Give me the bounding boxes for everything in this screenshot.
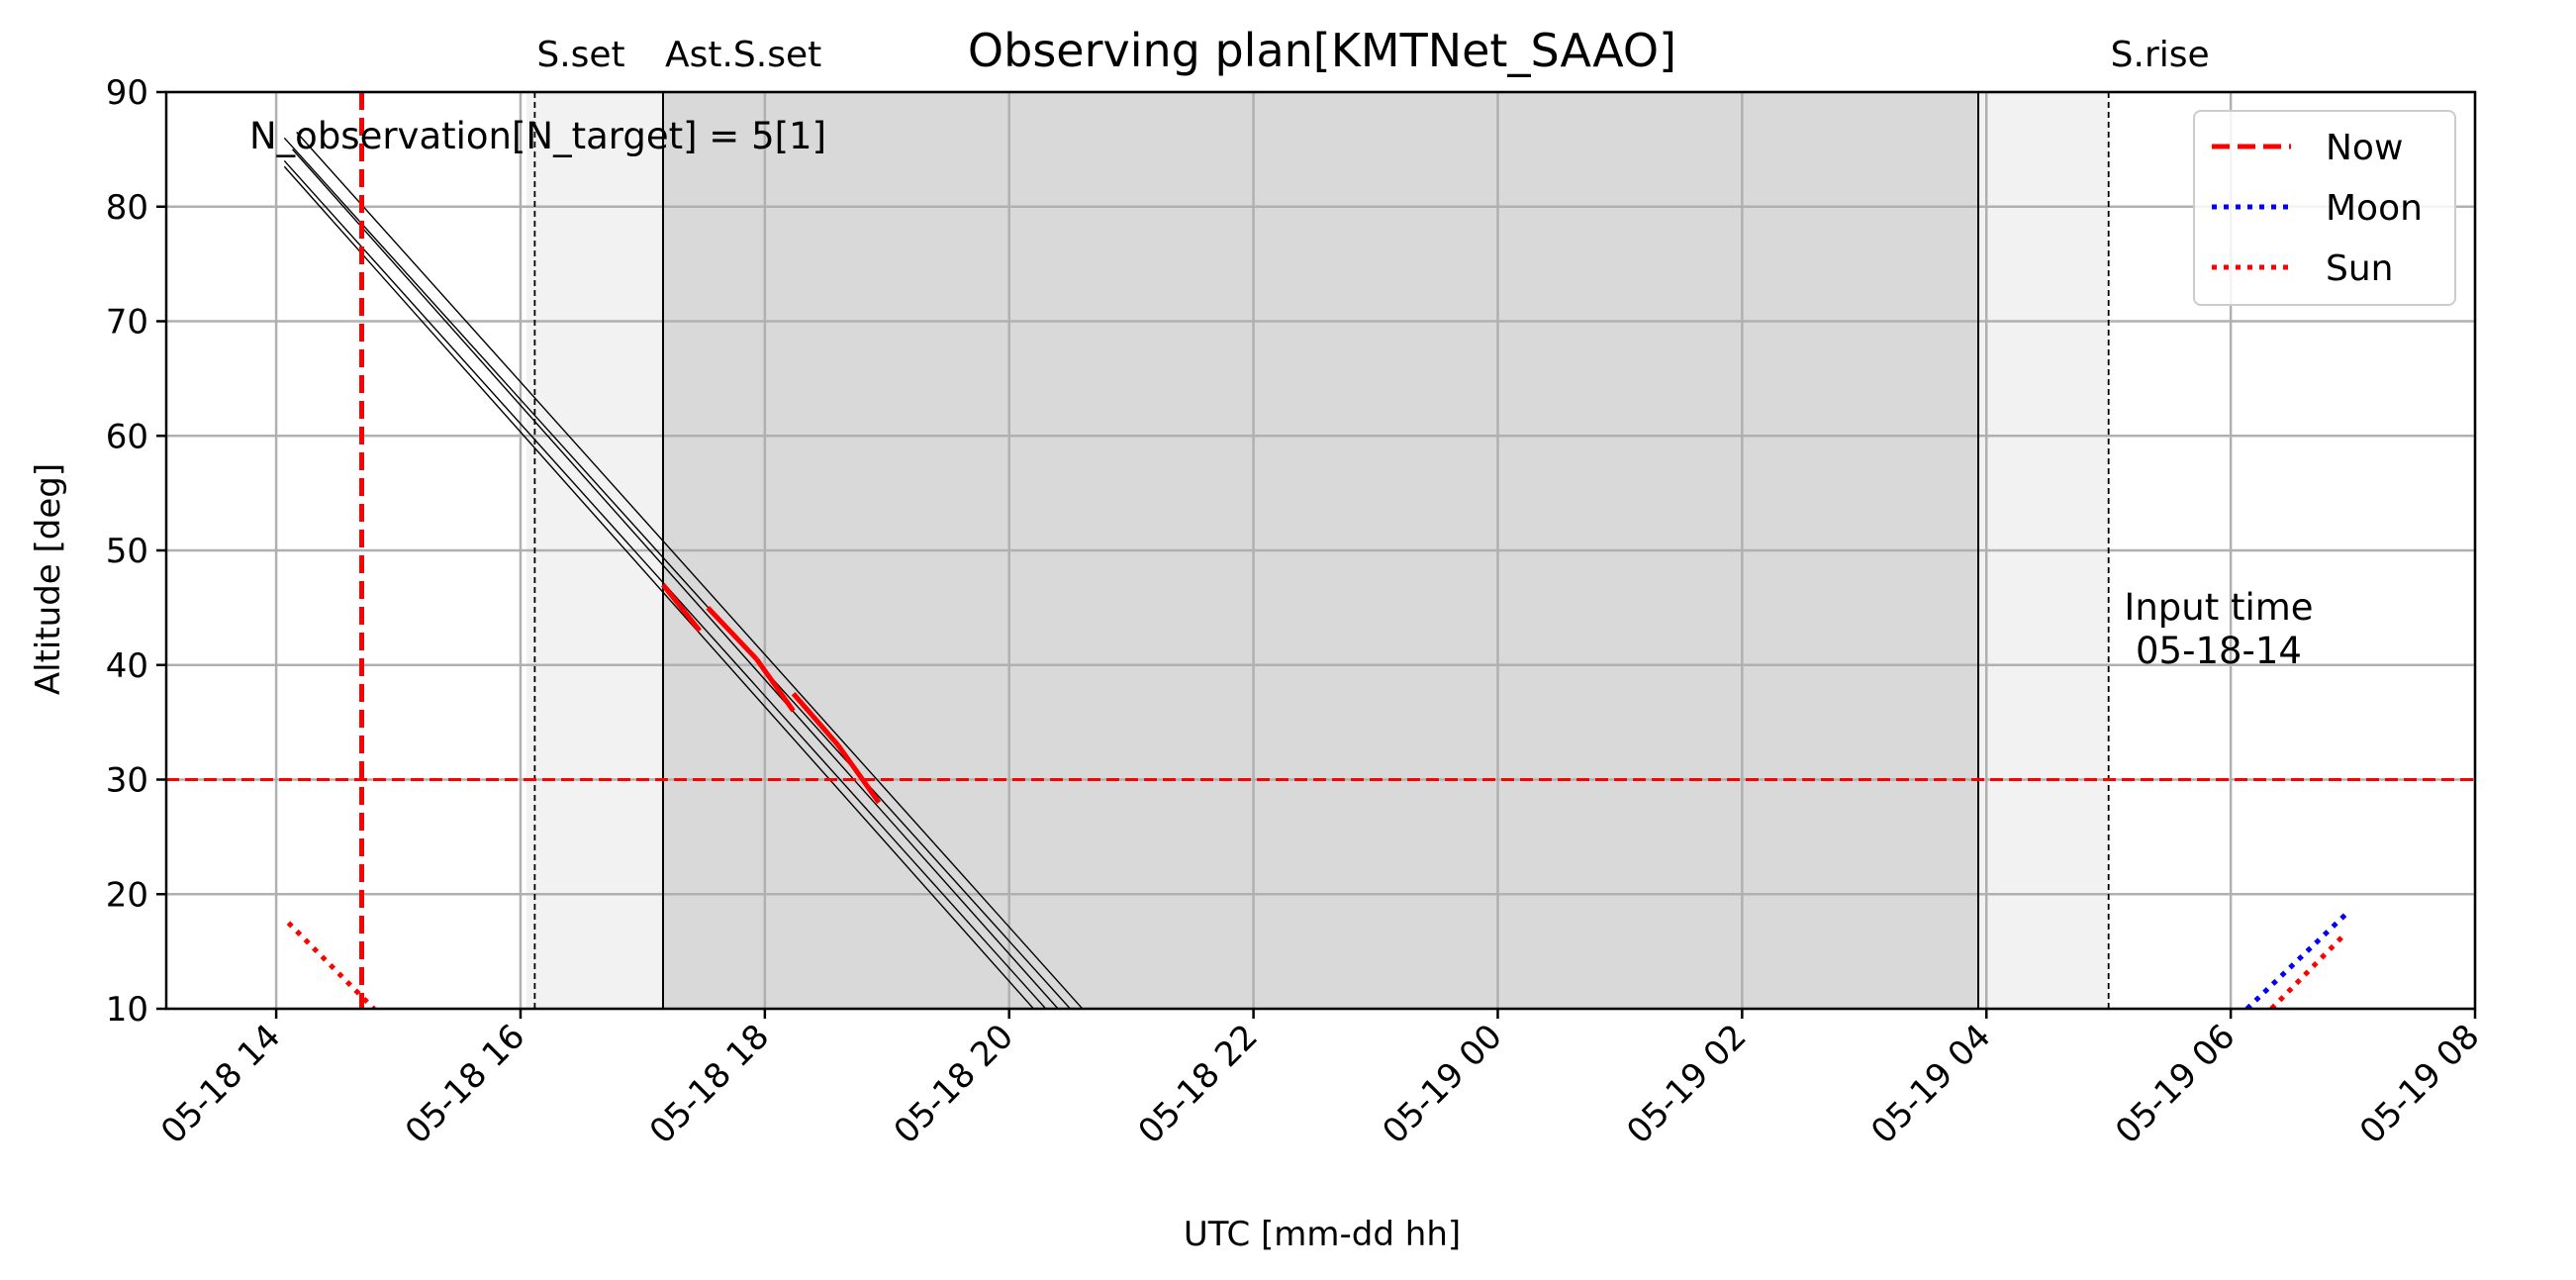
y-tick-label-2: 30 (106, 761, 148, 801)
input-time-value: 05-18-14 (2136, 630, 2302, 672)
planned-track-5 (661, 583, 702, 633)
y-tick-label-5: 60 (106, 417, 148, 456)
target-track-4 (296, 132, 1084, 1009)
legend-box (2193, 110, 2456, 306)
event-label-3: S.rise (2111, 35, 2210, 75)
target-track-1 (292, 148, 1059, 1009)
series-lines (283, 132, 2351, 1009)
input-time-label: Input time (2124, 586, 2313, 629)
sun-track-11 (2269, 933, 2347, 1009)
reference-lines (166, 92, 2475, 1009)
event-label-1: Ast.S.set (665, 35, 821, 75)
sun-track-10 (286, 921, 376, 1009)
n-observation-annotation: N_observation[N_target] = 5[1] (249, 115, 826, 157)
planned-track-9 (835, 743, 882, 805)
y-tick-label-0: 10 (106, 990, 148, 1030)
y-tick-label-3: 40 (106, 646, 148, 686)
target-track-0 (283, 137, 1071, 1009)
legend-label-sun: Sun (2326, 248, 2393, 289)
legend-label-moon: Moon (2326, 188, 2423, 229)
event-label-0: S.set (536, 35, 624, 75)
y-tick-label-8: 90 (106, 73, 148, 113)
planned-track-6 (706, 606, 759, 661)
legend-label-now: Now (2326, 128, 2403, 168)
y-tick-label-7: 80 (106, 188, 148, 228)
y-tick-label-6: 70 (106, 303, 148, 343)
y-tick-label-4: 50 (106, 532, 148, 571)
planned-track-8 (791, 692, 840, 747)
y-tick-label-1: 20 (106, 875, 148, 915)
y-axis-label: Altitude [deg] (29, 463, 68, 695)
legend: Now Moon Sun (2193, 110, 2456, 306)
planned-track-7 (754, 657, 796, 713)
event-lines: S.set Ast.S.set S.rise (533, 35, 2210, 1009)
chart-title: Observing plan[KMTNet_SAAO] (968, 24, 1676, 77)
x-axis-label: UTC [mm-dd hh] (1184, 1215, 1461, 1254)
target-track-3 (283, 165, 1034, 1009)
